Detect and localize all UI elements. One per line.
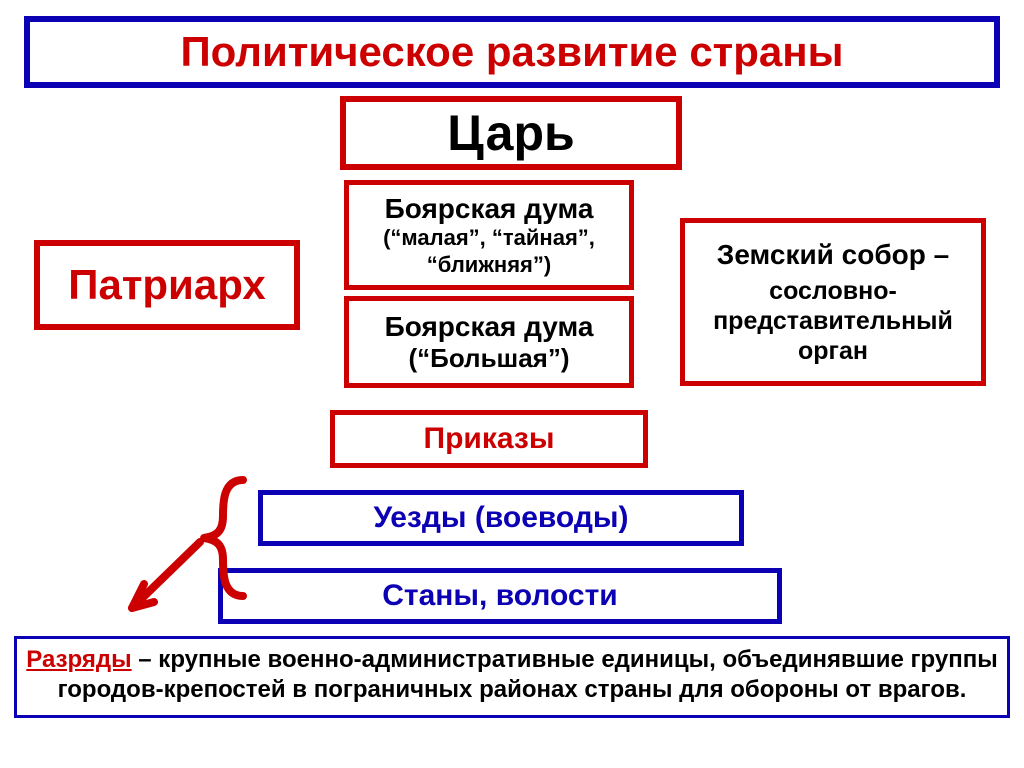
title-text: Политическое развитие страны	[180, 27, 843, 77]
duma-big-title: Боярская дума	[385, 310, 594, 344]
caption-prefix: Разряды	[26, 646, 131, 673]
caption-text: – крупные военно-административные единиц…	[58, 646, 998, 703]
uezdy-text: Уезды (воеводы)	[373, 500, 628, 536]
caption-box: Разряды – крупные военно-административны…	[14, 636, 1010, 718]
patriarch-box: Патриарх	[34, 240, 300, 330]
prikazy-text: Приказы	[424, 421, 555, 457]
zemsky-sub: сословно-представительный орган	[695, 276, 971, 366]
tsar-text: Царь	[447, 103, 574, 163]
duma-big-sub: (“Большая”)	[408, 343, 569, 374]
duma-big-box: Боярская дума (“Большая”)	[344, 296, 634, 388]
prikazy-box: Приказы	[330, 410, 648, 468]
tsar-box: Царь	[340, 96, 682, 170]
title-box: Политическое развитие страны	[24, 16, 1000, 88]
patriarch-text: Патриарх	[68, 260, 265, 310]
zemsky-box: Земский собор – сословно-представительны…	[680, 218, 986, 386]
stany-text: Станы, волости	[382, 578, 618, 614]
stany-box: Станы, волости	[218, 568, 782, 624]
zemsky-title: Земский собор –	[717, 238, 949, 272]
uezdy-box: Уезды (воеводы)	[258, 490, 744, 546]
duma-small-sub: (“малая”, “тайная”, “ближняя”)	[355, 225, 623, 278]
duma-small-box: Боярская дума (“малая”, “тайная”, “ближн…	[344, 180, 634, 290]
duma-small-title: Боярская дума	[385, 192, 594, 226]
